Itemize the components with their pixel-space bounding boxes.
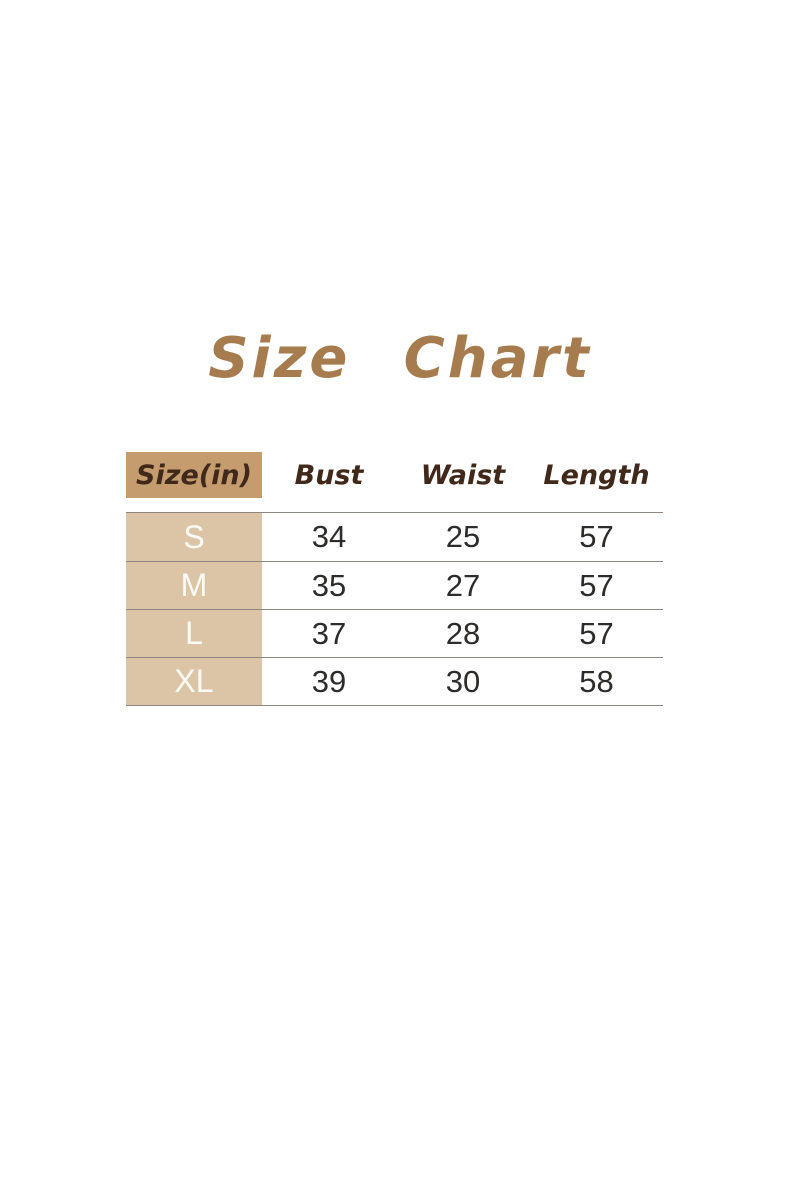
table-header-row: Size(in) Bust Waist Length xyxy=(126,452,663,498)
table-body: S 34 25 57 M 35 27 57 L 37 28 57 XL 39 3… xyxy=(126,512,663,706)
cell-s-bust: 34 xyxy=(262,513,396,561)
row-label-xl: XL xyxy=(126,658,262,705)
cell-l-bust: 37 xyxy=(262,610,396,657)
size-chart-table: Size(in) Bust Waist Length S 34 25 57 M … xyxy=(126,452,663,706)
row-label-m: M xyxy=(126,562,262,609)
cell-xl-bust: 39 xyxy=(262,658,396,705)
cell-l-waist: 28 xyxy=(396,610,530,657)
header-cell-size: Size(in) xyxy=(126,452,262,498)
row-label-s: S xyxy=(126,513,262,561)
table-row-l: L 37 28 57 xyxy=(126,609,663,657)
table-row-xl: XL 39 30 58 xyxy=(126,657,663,705)
header-cell-bust: Bust xyxy=(294,459,364,491)
page-title: Size Chart xyxy=(208,326,592,391)
header-cell-length: Length xyxy=(543,459,650,491)
row-label-l: L xyxy=(126,610,262,657)
cell-xl-waist: 30 xyxy=(396,658,530,705)
table-row-s: S 34 25 57 xyxy=(126,513,663,561)
cell-s-length: 57 xyxy=(530,513,663,561)
header-cell-waist: Waist xyxy=(420,459,506,491)
cell-l-length: 57 xyxy=(530,610,663,657)
cell-m-bust: 35 xyxy=(262,562,396,609)
cell-xl-length: 58 xyxy=(530,658,663,705)
cell-s-waist: 25 xyxy=(396,513,530,561)
cell-m-waist: 27 xyxy=(396,562,530,609)
cell-m-length: 57 xyxy=(530,562,663,609)
header-body-gap xyxy=(126,498,663,512)
table-row-m: M 35 27 57 xyxy=(126,561,663,609)
